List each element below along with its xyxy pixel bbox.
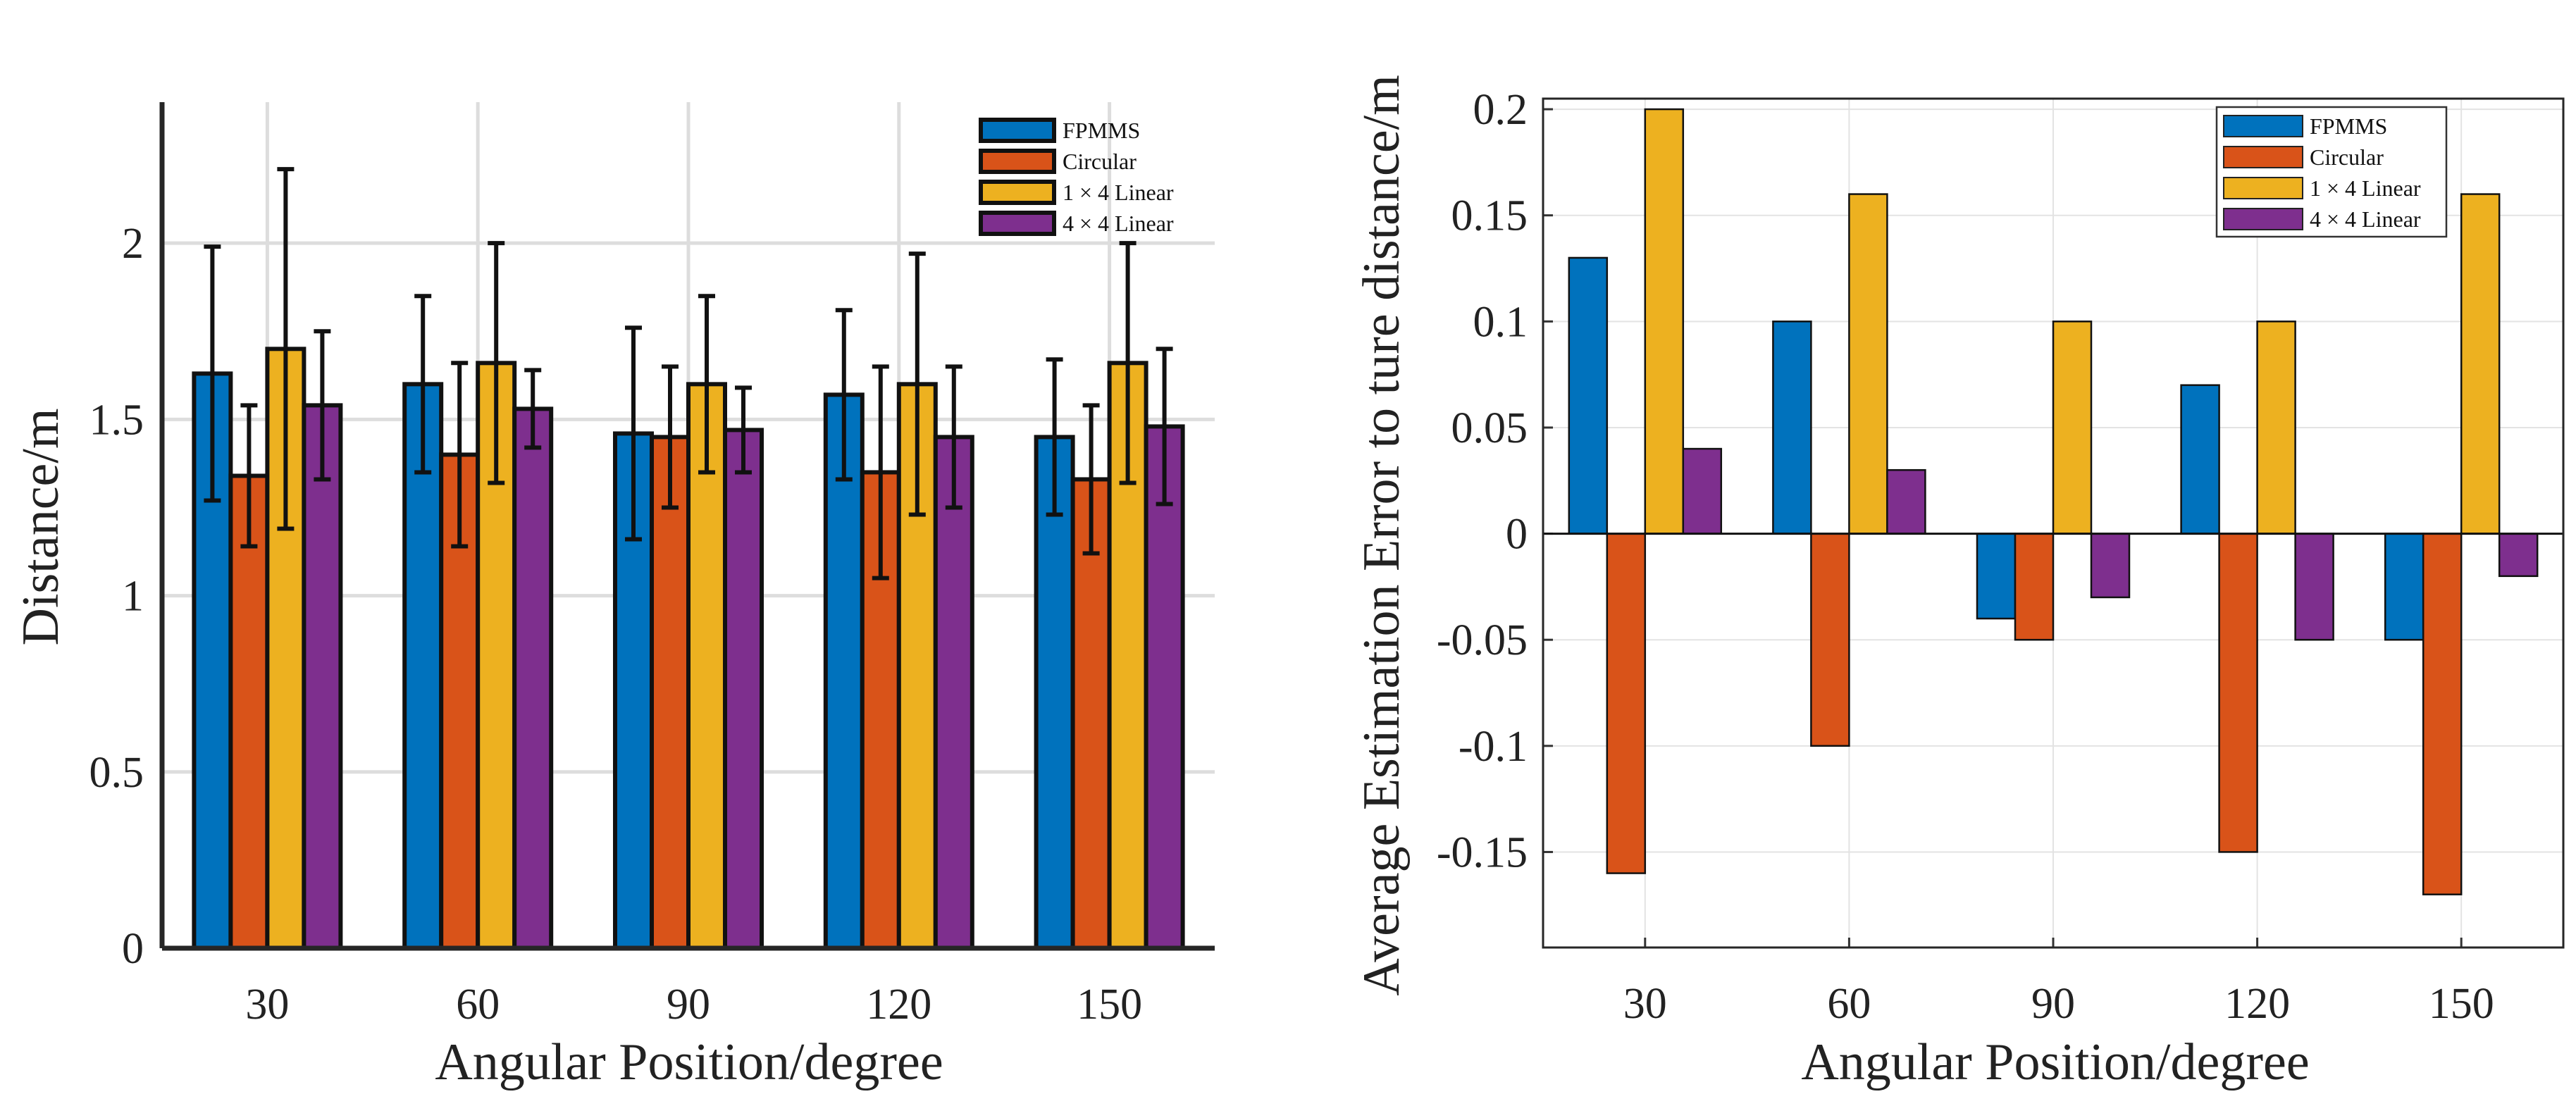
distance-chart-axes — [159, 102, 1215, 951]
error-bar — [2090, 533, 2131, 599]
error-bar — [1886, 468, 1926, 535]
error-chart-bars — [1568, 108, 2539, 895]
error-y-tick-label: 0.2 — [1473, 86, 1528, 134]
error-bar — [2460, 193, 2501, 535]
error-legend-swatch — [2223, 177, 2303, 199]
error-bar — [2256, 321, 2296, 535]
error-x-tick-label: 60 — [1827, 980, 1871, 1028]
distance-chart-y-label: Distance/m — [12, 408, 70, 645]
error-bar — [1682, 447, 1723, 535]
distance-legend-label: FPMMS — [1063, 118, 1140, 143]
distance-chart-x-ticks: 30 60 90 120 150 — [245, 981, 1142, 1029]
error-bar — [2218, 533, 2258, 853]
distance-legend-swatch — [979, 180, 1056, 205]
distance-legend-swatch — [979, 118, 1056, 143]
distance-legend-swatch — [979, 211, 1056, 236]
distance-bar — [723, 428, 764, 950]
error-chart-legend: FPMMS Circular 1 × 4 Linear 4 × 4 Linear — [2215, 106, 2448, 238]
error-x-tick-label: 120 — [2224, 980, 2290, 1028]
error-bar — [1848, 193, 1888, 535]
distance-chart-x-label: Angular Position/degree — [435, 1033, 943, 1091]
error-chart-y-label: Average Estimation Error to ture distanc… — [1353, 75, 1411, 996]
error-legend-label: FPMMS — [2310, 113, 2387, 139]
error-chart: -0.15 -0.1 -0.05 0 0.05 0.1 0.15 0.2 30 60 90 120 1… — [1353, 75, 2565, 1091]
error-bar — [1772, 321, 1812, 535]
error-bar — [2052, 321, 2093, 535]
error-bar — [2294, 533, 2334, 641]
error-y-tick-label: 0.1 — [1473, 298, 1528, 346]
error-y-tick-label: -0.1 — [1459, 723, 1528, 771]
distance-x-tick-label: 60 — [456, 981, 500, 1029]
distance-chart-bars — [192, 347, 1185, 950]
error-chart-x-ticks: 30 60 90 120 150 — [1623, 980, 2494, 1028]
distance-legend-label: 1 × 4 Linear — [1063, 180, 1174, 205]
error-bar — [1606, 533, 1647, 874]
error-y-tick-label: -0.15 — [1437, 828, 1528, 876]
distance-bar — [1144, 424, 1185, 950]
error-bar — [2422, 533, 2463, 895]
distance-y-tick-label: 0 — [122, 925, 144, 973]
error-legend-swatch — [2223, 208, 2303, 230]
distance-chart-legend: FPMMS Circular 1 × 4 Linear 4 × 4 Linear — [979, 118, 1174, 236]
distance-x-tick-label: 120 — [866, 981, 931, 1029]
error-x-tick-label: 30 — [1623, 980, 1667, 1028]
error-chart-y-ticks: -0.15 -0.1 -0.05 0 0.05 0.1 0.15 0.2 — [1437, 86, 1528, 876]
error-y-tick-label: 0.15 — [1451, 192, 1528, 240]
distance-x-tick-label: 90 — [667, 981, 710, 1029]
distance-bar — [302, 403, 343, 950]
distance-chart-y-ticks: 0 0.5 1 1.5 2 — [89, 220, 144, 973]
error-chart-axes — [1542, 97, 2565, 949]
error-legend-swatch — [2223, 146, 2303, 168]
error-legend-label: 4 × 4 Linear — [2310, 206, 2421, 232]
distance-legend-swatch — [979, 149, 1056, 174]
error-x-tick-label: 90 — [2031, 980, 2075, 1028]
error-plot-frame — [1542, 97, 2565, 949]
distance-y-tick-label: 1 — [122, 573, 144, 621]
error-bar — [2498, 533, 2539, 578]
error-bar — [1644, 108, 1685, 535]
distance-legend-label: Circular — [1063, 149, 1137, 174]
error-y-tick-label: -0.05 — [1437, 616, 1528, 664]
distance-y-tick-label: 2 — [122, 220, 144, 268]
error-legend-swatch — [2223, 115, 2303, 137]
distance-chart: 0 0.5 1 1.5 2 30 60 90 120 150 Angular Position/… — [12, 102, 1215, 1091]
error-bar — [1810, 533, 1850, 747]
error-y-tick-label: 0.05 — [1451, 404, 1528, 452]
error-bar — [2014, 533, 2055, 641]
distance-x-tick-label: 150 — [1077, 981, 1142, 1029]
distance-x-tick-label: 30 — [245, 981, 289, 1029]
error-bar — [2384, 533, 2425, 641]
distance-chart-error-bars — [204, 167, 1173, 580]
error-bar — [1976, 533, 2017, 620]
error-legend-label: 1 × 4 Linear — [2310, 175, 2421, 201]
error-y-tick-label: 0 — [1506, 511, 1528, 559]
distance-y-tick-label: 1.5 — [89, 396, 144, 444]
distance-bar — [933, 435, 974, 950]
distance-bar — [512, 406, 554, 950]
error-legend-label: Circular — [2310, 144, 2384, 170]
distance-bar — [650, 435, 691, 950]
error-chart-x-label: Angular Position/degree — [1801, 1033, 2309, 1091]
distance-legend-label: 4 × 4 Linear — [1063, 211, 1174, 236]
error-bar — [1568, 256, 1609, 535]
error-bar — [2180, 384, 2220, 535]
distance-y-tick-label: 0.5 — [89, 749, 144, 797]
error-x-tick-label: 150 — [2429, 980, 2494, 1028]
